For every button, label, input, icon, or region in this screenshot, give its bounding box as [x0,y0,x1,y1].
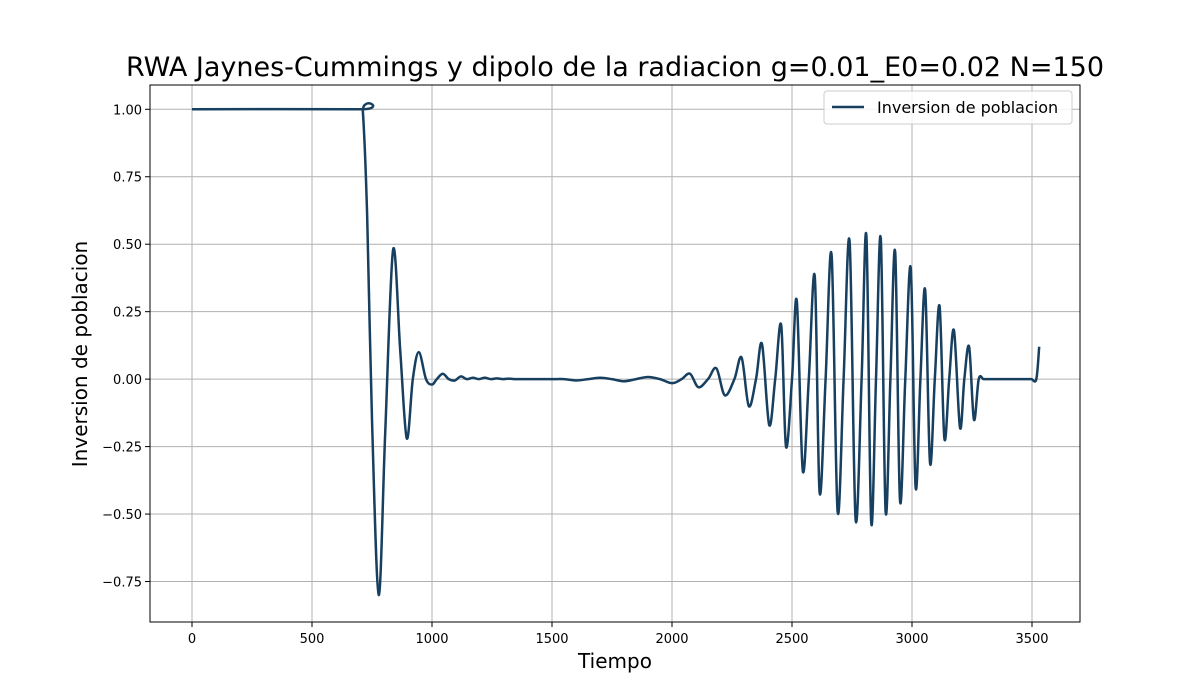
x-tick-label: 1500 [535,632,568,647]
legend-box [823,90,1073,125]
y-axis-label: Inversion de poblacion [68,241,92,467]
x-tick-label: 3500 [1015,632,1048,647]
series-layer [191,102,1041,597]
y-tick-label: 0.00 [113,373,142,388]
y-tick-label: −0.75 [102,576,142,591]
x-tick-label: 2000 [655,632,688,647]
x-axis-ticks: 0 500 1000 1500 2000 2500 3000 3500 [188,622,1049,647]
x-tick-label: 500 [300,632,325,647]
x-tick-label: 1000 [415,632,448,647]
y-axis-ticks: −0.75 −0.50 −0.25 0.00 0.25 0.50 0.75 1.00 [102,103,150,591]
chart-title: RWA Jaynes-Cummings y dipolo de la radia… [126,52,1104,83]
legend: Inversion de poblacion [823,90,1073,125]
x-axis-label: Tiempo [577,649,652,673]
legend-label: Inversion de poblacion [877,98,1058,117]
x-gridlines [191,85,1033,622]
y-tick-label: 0.75 [113,171,142,186]
y-tick-label: −0.25 [102,441,142,456]
y-tick-label: 0.50 [113,238,142,253]
y-tick-label: 0.25 [113,306,142,321]
x-tick-label: 0 [188,632,196,647]
y-tick-label: 1.00 [113,103,142,118]
series-line [191,102,1041,597]
plot-frame [149,84,1081,623]
x-tick-label: 2500 [775,632,808,647]
y-tick-label: −0.50 [102,508,142,523]
x-tick-label: 3000 [895,632,928,647]
